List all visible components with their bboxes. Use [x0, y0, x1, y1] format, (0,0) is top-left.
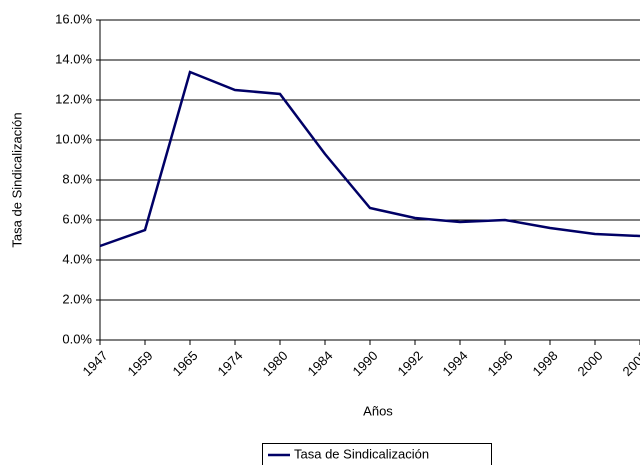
- x-tick-label: 1959: [124, 348, 155, 379]
- y-tick-label: 6.0%: [62, 211, 92, 226]
- x-tick-label: 1990: [349, 348, 380, 379]
- y-tick-label: 10.0%: [55, 131, 92, 146]
- legend-box: [262, 443, 492, 465]
- x-axis-title: Años: [363, 403, 393, 418]
- x-tick-label: 2000: [574, 348, 605, 379]
- x-tick-label: 1974: [214, 348, 245, 379]
- legend-label: Tasa de Sindicalización: [294, 446, 429, 461]
- x-tick-label: 1980: [259, 348, 290, 379]
- y-tick-label: 0.0%: [62, 331, 92, 346]
- x-tick-label: 1996: [484, 348, 515, 379]
- line: [99, 70, 640, 248]
- x-tick-label: 1947: [79, 348, 110, 379]
- x-tick-label: 1992: [394, 348, 425, 379]
- y-axis-title: Tasa de Sindicalización: [9, 112, 24, 247]
- y-tick-label: 8.0%: [62, 171, 92, 186]
- y-tick-label: 16.0%: [55, 11, 92, 26]
- y-tick-label: 4.0%: [62, 251, 92, 266]
- x-tick-label: 1984: [304, 348, 335, 379]
- x-tick-label: 1998: [529, 348, 560, 379]
- y-tick-label: 12.0%: [55, 91, 92, 106]
- x-tick-label: 2002: [619, 348, 640, 379]
- x-tick-label: 1965: [169, 348, 200, 379]
- y-tick-label: 14.0%: [55, 51, 92, 66]
- y-tick-label: 2.0%: [62, 291, 92, 306]
- x-tick-label: 1994: [439, 348, 470, 379]
